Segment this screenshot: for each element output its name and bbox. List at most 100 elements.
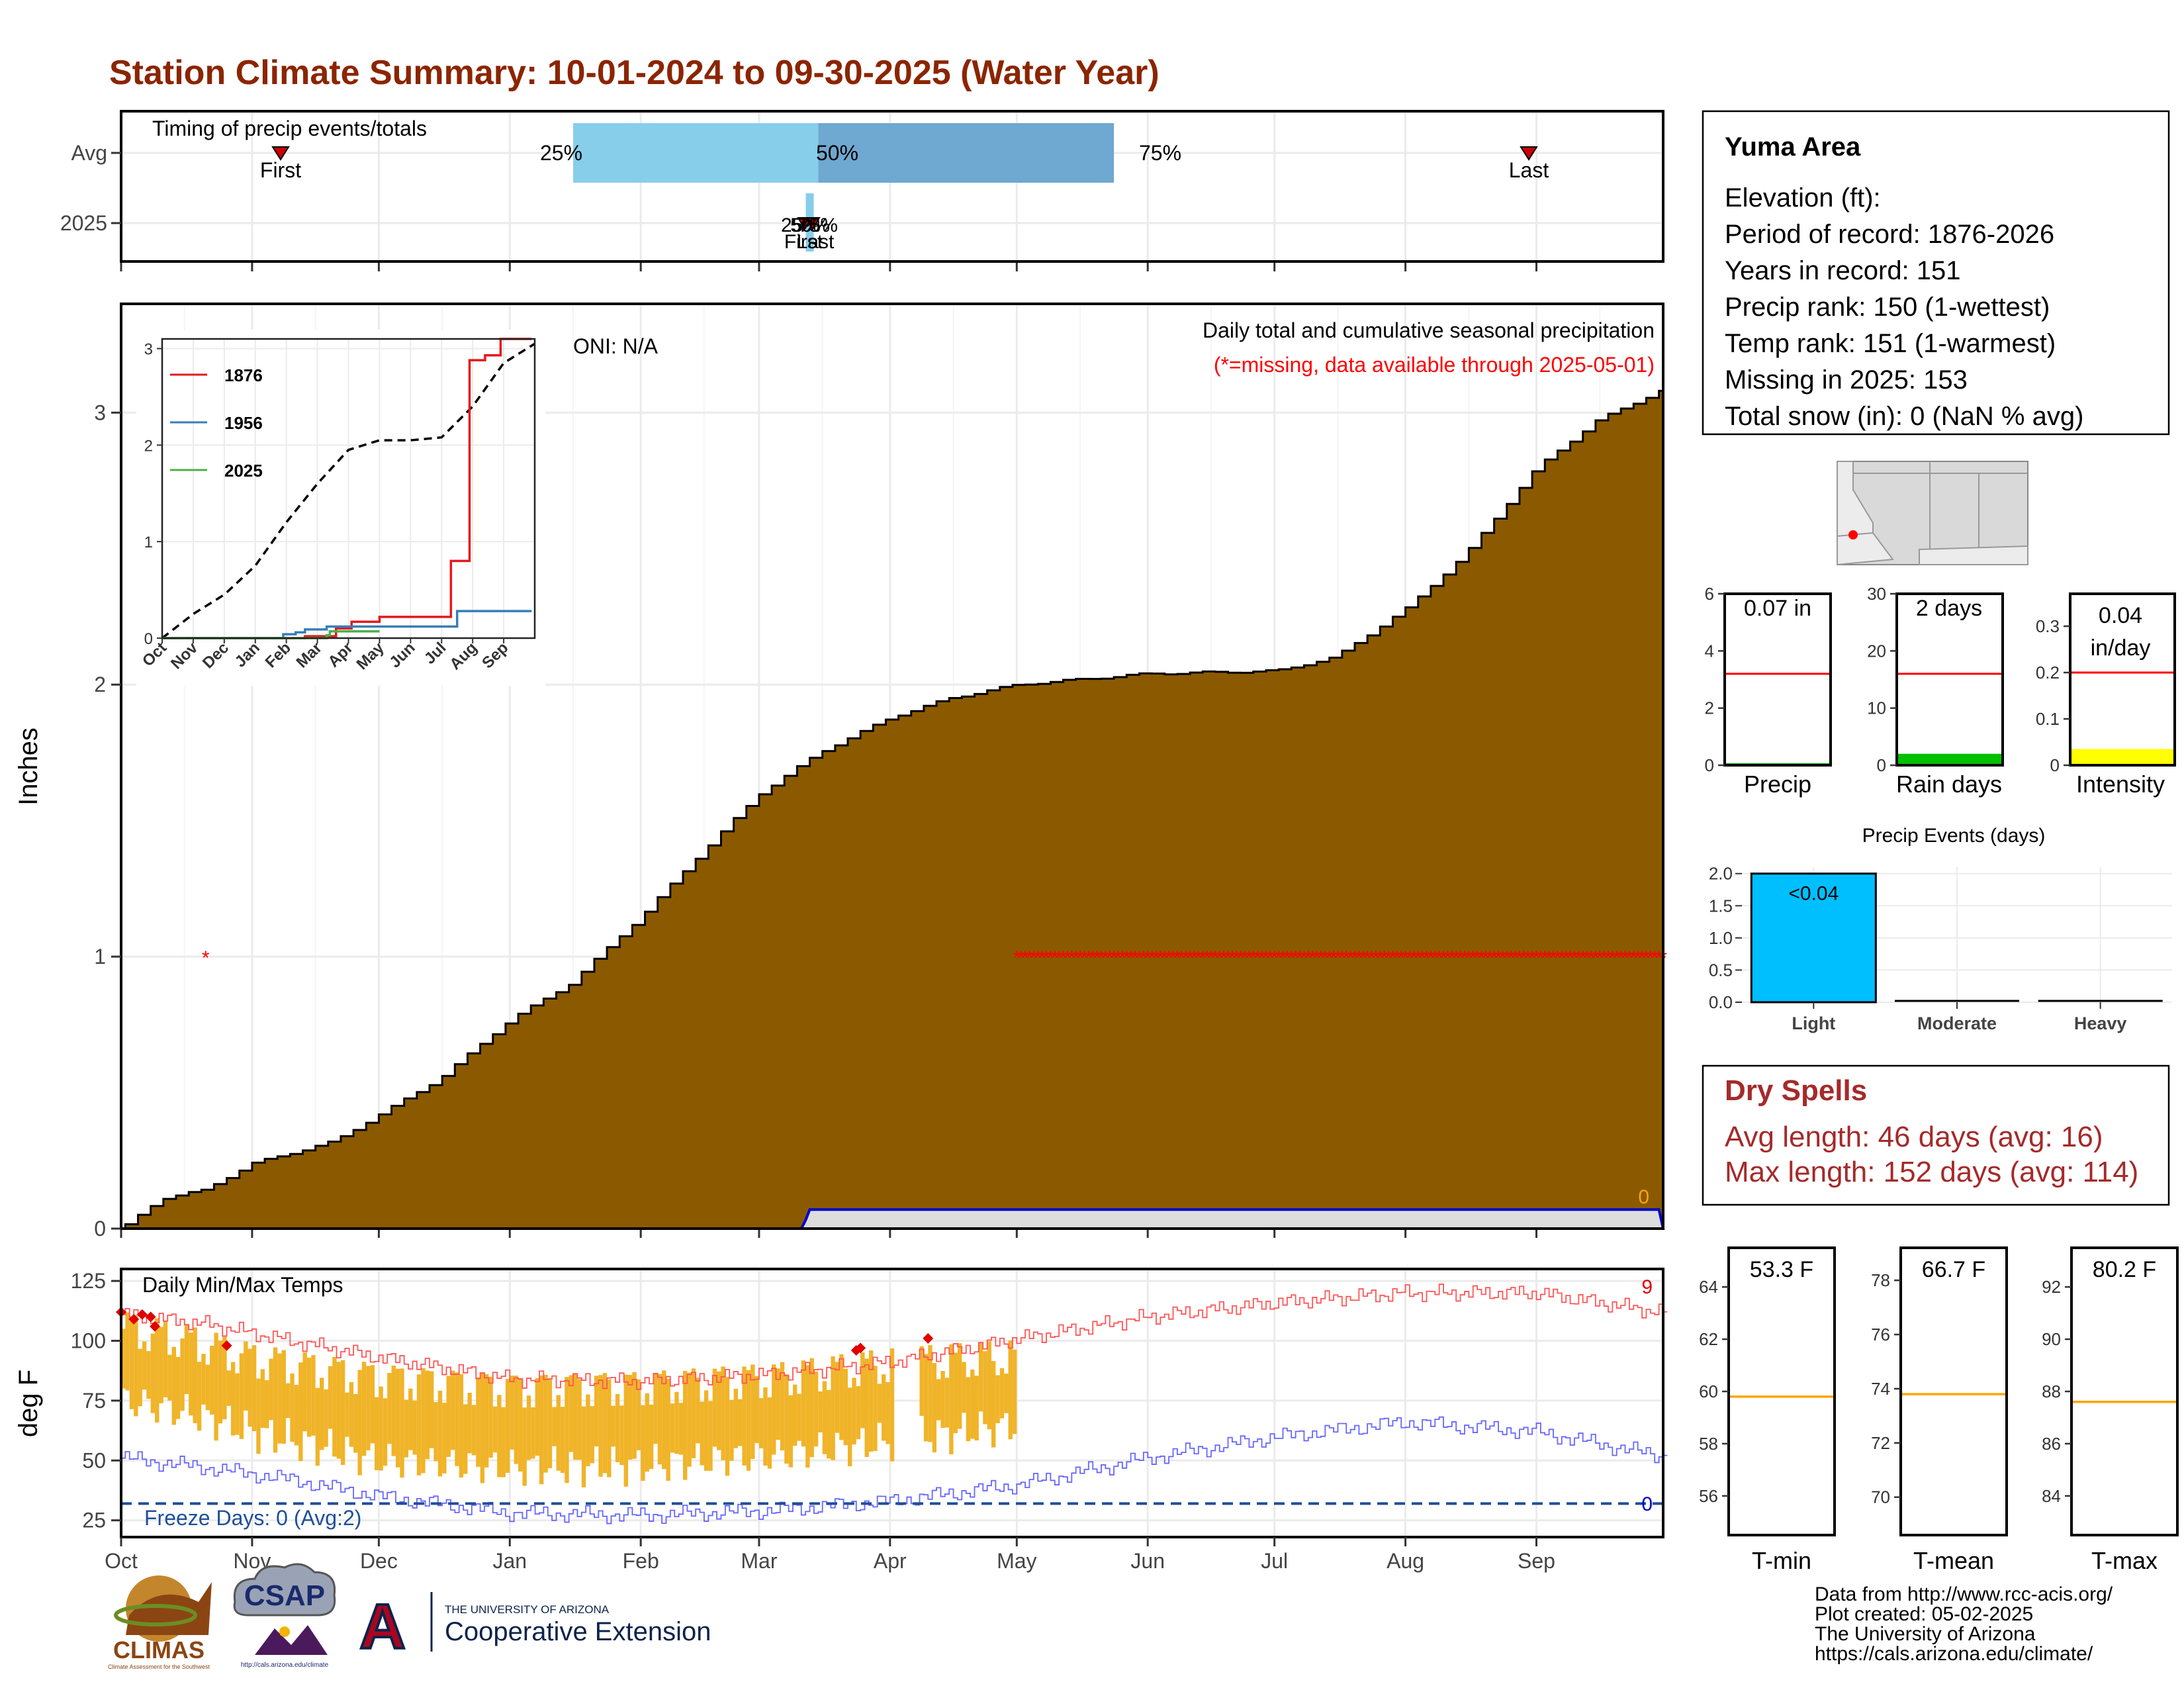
daily-temp-bar (497, 1395, 502, 1477)
record-max-line (121, 1284, 1668, 1390)
daily-temp-bar (1008, 1340, 1013, 1440)
daily-temp-bar (983, 1351, 987, 1425)
daily-temp-bar (923, 1354, 929, 1442)
y2025-overlapping-labels: 25% 50% 75% First Last (781, 214, 838, 253)
missing-marker: * (1292, 947, 1300, 969)
daily-temp-bar (522, 1407, 527, 1486)
daily-temp-bar (957, 1343, 962, 1429)
missing-marker: * (1326, 947, 1334, 969)
daily-temp-bar (142, 1341, 147, 1390)
mini-precip-chart: 0 2 4 6 0.07 in Precip (1705, 584, 1832, 798)
temp-ylabel: deg F (14, 1370, 43, 1437)
daily-temp-bar (197, 1362, 202, 1431)
temp-mini-background (1729, 1248, 1835, 1535)
freeze-days-label: Freeze Days: 0 (Avg:2) (144, 1506, 361, 1530)
missing-marker: * (1253, 947, 1261, 969)
month-tick-label: Oct (105, 1549, 138, 1573)
missing-marker: * (1583, 947, 1591, 969)
daily-temp-bar (560, 1407, 565, 1474)
snow-total-label: 0 (1638, 1186, 1649, 1208)
missing-marker: * (1237, 947, 1245, 969)
daily-temp-bar (302, 1352, 307, 1432)
daily-temp-bar (944, 1378, 950, 1428)
temp-mini-y-tick-label: 92 (2042, 1277, 2061, 1297)
daily-temp-bar (421, 1368, 426, 1474)
daily-temp-bar (184, 1324, 189, 1394)
oni-label: ONI: N/A (573, 334, 659, 358)
temp-mini-y-tick-label: 90 (2042, 1329, 2061, 1349)
precip-y-tick-label: 1 (94, 945, 106, 968)
daily-temp-bar (357, 1370, 362, 1476)
mini-intensity-value-bar (2070, 749, 2175, 765)
daily-temp-bar (433, 1402, 438, 1462)
mini-intensity-unit: in/day (2091, 635, 2151, 661)
missing-marker: * (1207, 947, 1215, 969)
daily-temp-bar (868, 1350, 874, 1452)
daily-temp-bar (581, 1406, 586, 1487)
daily-temp-bar (285, 1383, 291, 1419)
daily-temp-bar (408, 1388, 413, 1450)
missing-marker: * (1418, 947, 1426, 969)
month-tick-label: Jan (492, 1549, 527, 1573)
missing-marker: * (1465, 947, 1473, 969)
daily-temp-bar (835, 1362, 840, 1433)
daily-temp-bar (539, 1375, 544, 1485)
daily-temp-bar (328, 1366, 333, 1429)
csap-logo: CSAP http://cals.arizona.edu/climate (233, 1563, 336, 1669)
avg-50-75-bar (818, 123, 1115, 183)
csap-logo-url: http://cals.arizona.edu/climate (241, 1662, 329, 1669)
missing-marker: * (1279, 947, 1287, 969)
station-years: Years in record: 151 (1725, 256, 1961, 285)
daily-temp-bar (864, 1358, 869, 1458)
temp-panel-frame (120, 1268, 1664, 1538)
mini-intensity-xlabel: Intensity (2076, 771, 2165, 798)
precip-events-title: Precip Events (days) (1862, 825, 2046, 847)
month-tick-label: Dec (360, 1549, 398, 1573)
mini-tmean-value: 66.7 F (1922, 1257, 1985, 1282)
missing-marker: * (1596, 947, 1604, 969)
missing-marker: * (1604, 947, 1612, 969)
month-tick-label: Jun (1130, 1549, 1165, 1573)
missing-marker: * (1410, 947, 1418, 969)
daily-temp-bar (598, 1375, 603, 1477)
missing-marker: * (1423, 947, 1431, 969)
missing-marker: * (1574, 947, 1582, 969)
daily-temp-bar (818, 1391, 823, 1432)
missing-marker: * (1042, 947, 1050, 969)
missing-marker: * (1347, 947, 1355, 969)
daily-temp-bar (805, 1365, 810, 1468)
daily-temp-bar (691, 1368, 696, 1458)
events-y-tick-label: 0.5 (1709, 960, 1733, 980)
precip-y-axis: 0 1 2 3 (94, 400, 121, 1241)
missing-marker: * (1368, 947, 1376, 969)
daily-temp-bar (611, 1405, 615, 1447)
month-tick-label: May (997, 1549, 1036, 1573)
daily-temp-bar (641, 1405, 645, 1481)
daily-temp-bar (171, 1346, 176, 1425)
missing-marker: * (1157, 947, 1165, 969)
events-y-tick-label: 1.0 (1709, 928, 1733, 948)
events-bar-label: <0.04 (1788, 883, 1839, 905)
daily-temp-bar (404, 1399, 409, 1458)
daily-temp-bar (602, 1373, 608, 1474)
daily-temp-bar (471, 1405, 477, 1456)
daily-temp-bar (970, 1369, 975, 1439)
missing-marker: * (1537, 947, 1545, 969)
daily-temp-bar (822, 1381, 827, 1454)
missing-marker: * (1266, 947, 1274, 969)
inset-legend-2025: 2025 (224, 461, 263, 481)
missing-marker: * (1068, 947, 1075, 969)
daily-temp-bar (721, 1366, 725, 1460)
missing-marker: * (1224, 947, 1232, 969)
missing-marker: * (1444, 947, 1452, 969)
missing-marker: * (1136, 947, 1144, 969)
daily-temp-bar (882, 1374, 886, 1441)
daily-temp-bar (244, 1341, 248, 1411)
daily-temp-bar (547, 1379, 553, 1469)
missing-marker: * (1241, 947, 1249, 969)
daily-temp-bar (167, 1354, 172, 1401)
daily-temp-bar (273, 1347, 278, 1453)
missing-marker: * (1246, 947, 1253, 969)
daily-temp-bar (518, 1379, 523, 1472)
